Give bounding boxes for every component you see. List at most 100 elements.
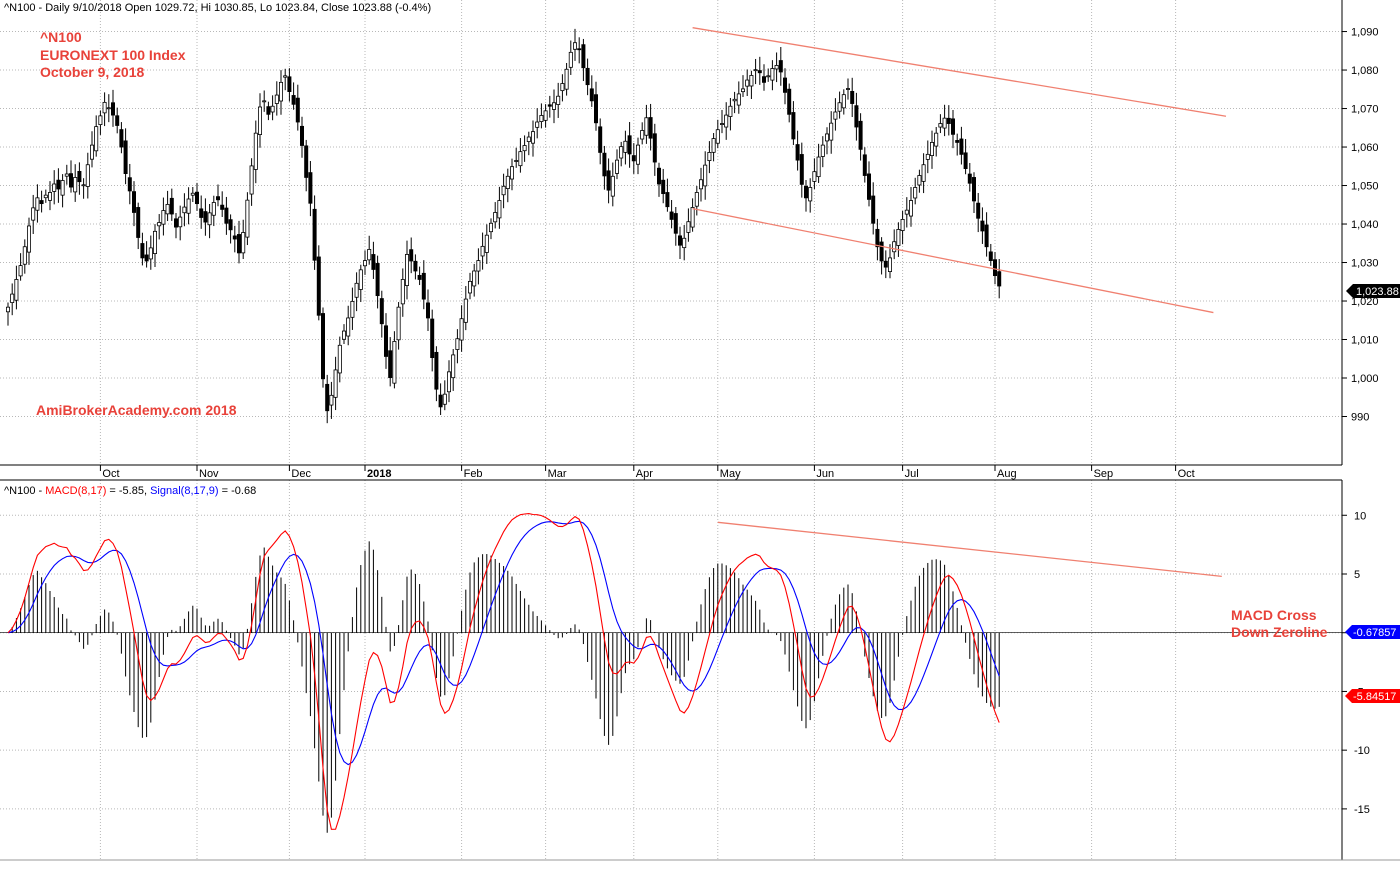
channel-trend-line (692, 207, 1214, 314)
candle-body (85, 164, 90, 187)
candle-body (917, 175, 922, 186)
candle-body (808, 187, 813, 202)
candle-body (741, 88, 746, 93)
candle-body (362, 260, 367, 267)
candle-body (350, 301, 355, 318)
candle-body (434, 351, 439, 390)
candle-body (619, 146, 624, 159)
symbol-annotation: ^N100 (40, 29, 82, 45)
candle-body (119, 129, 124, 148)
candle-body (451, 354, 456, 379)
candle-body (295, 97, 300, 123)
candle-body (770, 68, 775, 81)
candle-body (883, 260, 888, 268)
candle-body (102, 101, 107, 114)
candle-body (938, 123, 943, 128)
candle-body (283, 75, 288, 78)
candle-body (157, 222, 162, 227)
date-annotation: October 9, 2018 (40, 64, 144, 80)
candle-body (535, 121, 540, 128)
candle-body (904, 209, 909, 215)
candle-body (854, 105, 859, 128)
candle-body (615, 159, 620, 174)
date-tick-label: Nov (199, 468, 219, 480)
candle-body (73, 177, 78, 193)
candle-body (925, 153, 930, 160)
candle-body (862, 154, 867, 176)
candle-body (455, 338, 460, 350)
candle-body (6, 306, 11, 313)
candle-body (661, 179, 666, 195)
candle-body (699, 179, 704, 190)
candle-body (266, 106, 271, 115)
candle-body (825, 133, 830, 142)
candle-body (589, 88, 594, 102)
candle-body (173, 218, 178, 228)
price-tick-label: 1,070 (1351, 104, 1379, 116)
candle-body (404, 254, 409, 286)
candle-body (115, 115, 120, 126)
date-tick-label: Oct (1178, 468, 1195, 480)
macd-histogram (11, 541, 1000, 833)
candle-body (783, 77, 788, 93)
candle-body (736, 93, 741, 106)
candle-body (509, 166, 514, 180)
candle-body (493, 212, 498, 223)
candle-body (329, 394, 334, 406)
candle-body (194, 191, 199, 205)
candle-body (480, 245, 485, 257)
candle-body (724, 114, 729, 128)
macd-line (7, 513, 1000, 830)
candle-body (341, 330, 346, 340)
macd-tick-label: 5 (1354, 569, 1360, 581)
candle-body (60, 180, 65, 196)
candle-body (610, 175, 615, 197)
candle-body (753, 69, 758, 72)
candle-body (484, 234, 489, 253)
candle-body (631, 155, 636, 162)
candle-body (585, 67, 590, 86)
candle-body (400, 279, 405, 305)
candle-body (665, 192, 670, 208)
candle-body (829, 122, 834, 141)
candle-body (946, 117, 951, 124)
candle-body (951, 118, 956, 135)
price-gridlines (0, 0, 1342, 465)
candle-body (409, 249, 414, 262)
candle-body (942, 117, 947, 129)
candle-body (388, 350, 393, 379)
date-tick-label: Feb (464, 468, 483, 480)
candle-body (325, 383, 330, 412)
candle-body (690, 207, 695, 228)
macd-gridlines (0, 480, 1342, 860)
candle-body (980, 220, 985, 232)
price-tick-label: 1,050 (1351, 181, 1379, 193)
candle-body (518, 151, 523, 167)
macd-header-macd-value: = -5.85, (106, 485, 150, 497)
candle-body (686, 221, 691, 233)
candle-body (816, 156, 821, 178)
candle-body (459, 318, 464, 341)
candle-body (791, 112, 796, 140)
candle-body (858, 120, 863, 150)
candle-body (715, 129, 720, 144)
candle-body (14, 279, 19, 301)
candle-body (795, 144, 800, 161)
price-axis: 990 1,000 1,010 1,020 1,030 1,040 1,050 1,060 1,… (1342, 27, 1379, 424)
candle-body (997, 271, 1002, 287)
candle-body (522, 145, 527, 152)
candle-body (476, 260, 481, 272)
candle-body (505, 175, 510, 189)
candle-body (52, 183, 57, 192)
candle-body (896, 229, 901, 246)
candle-body (745, 79, 750, 87)
candle-body (43, 194, 48, 199)
candle-body (875, 228, 880, 248)
candle-body (111, 102, 116, 116)
candle-body (127, 177, 132, 192)
candle-body (568, 51, 573, 68)
date-tick-label: Apr (636, 468, 653, 480)
candle-body (799, 154, 804, 185)
candle-body (787, 88, 792, 115)
last-price-badge: 1,023.88 (1346, 284, 1400, 298)
